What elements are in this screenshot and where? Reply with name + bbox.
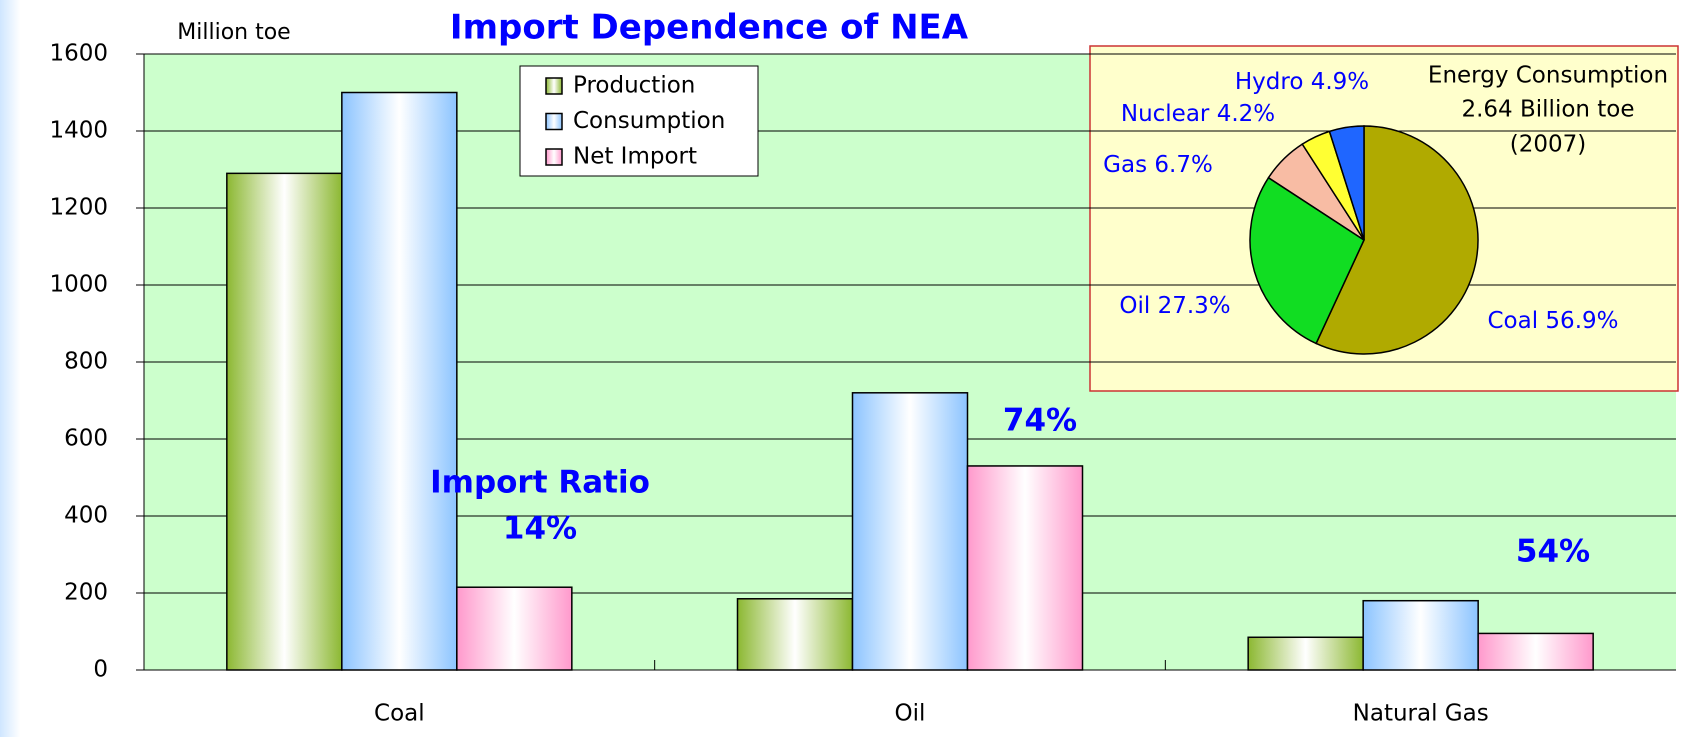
pie-label-value: 4.2% — [1217, 101, 1275, 127]
y-tick-label: 1000 — [49, 272, 108, 298]
bar — [456, 586, 573, 671]
y-tick-label: 600 — [64, 426, 108, 452]
bar — [1247, 636, 1364, 671]
pie-label: Oil 27.3% — [1119, 293, 1230, 319]
annotation: 54% — [1516, 534, 1590, 570]
y-tick-label: 1600 — [49, 41, 108, 67]
y-tick-label: 400 — [64, 503, 108, 529]
legend-swatch — [545, 77, 563, 95]
pie-label-category: Oil — [1119, 293, 1150, 319]
bar — [226, 172, 343, 671]
pie-label-category: Nuclear — [1121, 101, 1210, 127]
pie-slice — [1328, 125, 1365, 241]
annotation: 74% — [1003, 403, 1077, 439]
legend-label: Production — [573, 73, 695, 99]
x-tick-label: Coal — [374, 701, 425, 727]
pie-slice — [1249, 176, 1365, 345]
pie-label-value: 6.7% — [1154, 152, 1212, 178]
y-tick-label: 0 — [93, 657, 108, 683]
bar — [341, 91, 458, 671]
legend-label: Consumption — [573, 108, 725, 134]
bar — [736, 598, 854, 671]
pie-title: Energy Consumption — [1428, 63, 1668, 89]
y-tick-label: 1400 — [49, 118, 108, 144]
pie-label-value: 4.9% — [1311, 69, 1369, 95]
legend-label: Net Import — [573, 144, 697, 170]
annotation: 14% — [503, 511, 577, 547]
bar — [966, 465, 1084, 671]
pie-label: Hydro 4.9% — [1235, 69, 1369, 95]
pie-subtitle: 2.64 Billion toe — [1461, 97, 1634, 123]
legend-swatch — [545, 112, 563, 131]
y-tick-label: 200 — [64, 580, 108, 606]
pie-label-value: 27.3% — [1158, 293, 1231, 319]
pie-label: Coal 56.9% — [1487, 308, 1618, 334]
y-tick-label: 800 — [64, 349, 108, 375]
annotation: Import Ratio — [430, 465, 650, 501]
pie-label-value: 56.9% — [1545, 308, 1618, 334]
bar — [1477, 632, 1594, 671]
y-tick-label: 1200 — [49, 195, 108, 221]
chart-title: Import Dependence of NEA — [450, 8, 969, 48]
bar — [1362, 599, 1479, 671]
legend-swatch — [545, 148, 563, 166]
x-tick-label: Oil — [895, 701, 926, 727]
pie-label: Nuclear 4.2% — [1121, 101, 1275, 127]
pie-label-category: Hydro — [1235, 69, 1304, 95]
y-axis-label: Million toe — [177, 20, 290, 45]
pie-label-category: Gas — [1103, 152, 1147, 178]
bar — [851, 392, 969, 671]
pie-label-category: Coal — [1487, 308, 1538, 334]
x-tick-label: Natural Gas — [1353, 701, 1489, 727]
pie-label: Gas 6.7% — [1103, 152, 1213, 178]
pie-annotation: (2007) — [1510, 132, 1586, 158]
pie-slice — [1315, 125, 1479, 355]
